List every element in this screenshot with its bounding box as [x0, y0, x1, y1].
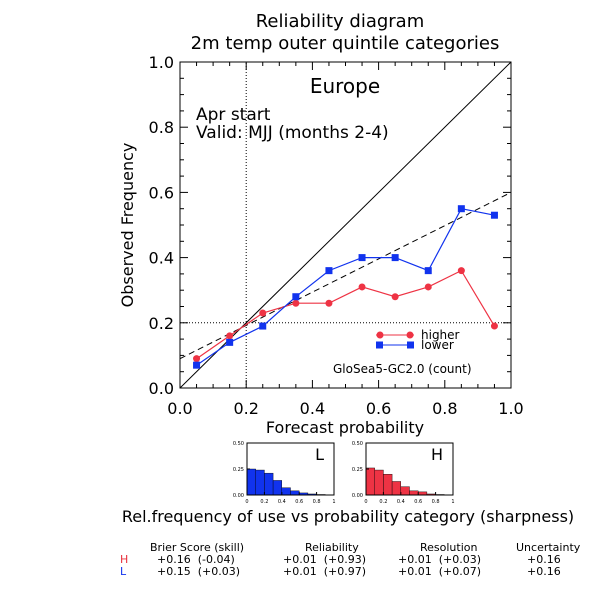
sharpness-bar-H [400, 486, 410, 496]
sharpness-bar-H [365, 467, 375, 496]
point-lower [292, 293, 300, 301]
histogram-x-tick-label: 0.2 [260, 499, 268, 505]
y-tick-label: 1.0 [149, 53, 174, 72]
x-axis-ticks [179, 62, 512, 388]
chart-title-line2: 2m temp outer quintile categories [191, 33, 500, 54]
x-tick-label: 1.0 [498, 399, 523, 418]
sharpness-bar-L [246, 468, 256, 496]
sharpness-bar-H [383, 474, 393, 496]
legend-label-lower: lower [421, 338, 454, 352]
point-higher [457, 267, 465, 275]
legend-label-higher: higher [421, 328, 460, 342]
histogram-x-tick-label: 0.8 [432, 499, 440, 505]
x-tick-label: 0.4 [300, 399, 325, 418]
main-plot: 0.0 0.2 0.4 0.6 0.8 1.0 0.0 0.2 0.4 0.6 0.8 1.0 Eu… [118, 53, 524, 437]
point-lower [259, 322, 267, 330]
y-tick-label: 0.2 [149, 314, 174, 333]
point-higher [424, 283, 432, 291]
point-lower [358, 254, 366, 262]
y-tick-label: 0.6 [149, 183, 174, 202]
y-axis-tick-labels: 0.0 0.2 0.4 0.6 0.8 1.0 [149, 53, 174, 398]
histogram-x-tick-label: 0 [245, 499, 248, 505]
region-label: Europe [310, 74, 380, 98]
no-skill-dashed-line [179, 191, 512, 360]
sharpness-bar-H [391, 481, 402, 496]
model-label: GloSea5-GC2.0 (count) [333, 362, 472, 376]
histogram-label: H [431, 445, 443, 464]
point-higher [259, 309, 267, 317]
point-lower [391, 254, 399, 262]
histogram-x-tick-label: 0.2 [379, 499, 387, 505]
sharpness-bar-H [409, 490, 419, 496]
legend: higher lower [376, 328, 460, 352]
series-line-higher [196, 269, 495, 360]
sharpness-bar-H [374, 469, 384, 496]
series-lines [193, 205, 498, 369]
point-lower [226, 338, 234, 346]
start-label: Apr start [196, 105, 271, 125]
point-higher [391, 293, 399, 301]
point-lower [325, 267, 333, 275]
legend-marker-higher [376, 331, 384, 339]
y-tick-label: 0.4 [149, 249, 174, 268]
sharpness-histogram-lower: 0.00 0.25 0.50 0 0.2 0.4 0.6 0.8 1 L [233, 441, 336, 505]
y-tick-label: 0.0 [149, 379, 174, 398]
sharpness-bar-L [290, 490, 300, 496]
point-lower [490, 211, 498, 219]
sharpness-bar-L [264, 472, 274, 496]
legend-marker-higher [406, 331, 414, 339]
x-axis-tick-labels: 0.0 0.2 0.4 0.6 0.8 1.0 [167, 399, 523, 418]
series-line-lower [196, 208, 495, 366]
point-higher [193, 355, 201, 363]
valid-label: Valid: MJJ (months 2-4) [196, 123, 389, 143]
x-tick-label: 0.6 [366, 399, 391, 418]
y-axis-label: Observed Frequency [118, 143, 137, 308]
legend-marker-lower [407, 341, 414, 349]
histogram-y-tick-label: 0.00 [352, 493, 363, 499]
point-higher [292, 299, 300, 307]
histogram-x-tick-label: 1 [451, 499, 454, 505]
perfect-reliability-diagonal [179, 61, 512, 389]
point-lower [193, 361, 201, 369]
histogram-x-tick-label: 0 [364, 499, 367, 505]
histogram-x-tick-label: 0.8 [313, 499, 321, 505]
histogram-x-tick-label: 0.6 [414, 499, 422, 505]
histogram-y-tick-label: 0.50 [233, 441, 244, 447]
histogram-y-tick-label: 0.00 [233, 493, 244, 499]
histogram-x-tick-label: 1 [332, 499, 335, 505]
x-tick-label: 0.0 [167, 399, 192, 418]
x-tick-label: 0.8 [432, 399, 457, 418]
point-higher [226, 332, 234, 340]
legend-marker-lower [376, 341, 383, 349]
sharpness-histogram-higher: 0.00 0.25 0.50 0 0.2 0.4 0.6 0.8 1 H [352, 441, 455, 505]
x-tick-label: 0.2 [233, 399, 258, 418]
histogram-y-tick-label: 0.25 [352, 467, 363, 473]
point-higher [358, 283, 366, 291]
histogram-label: L [315, 445, 324, 464]
histogram-x-tick-label: 0.4 [278, 499, 286, 505]
sharpness-bar-L [281, 487, 291, 496]
chart-title-line1: Reliability diagram [256, 11, 425, 32]
sharpness-caption: Rel.frequency of use vs probability cate… [122, 507, 574, 526]
point-lower [424, 267, 432, 275]
histogram-y-tick-label: 0.50 [352, 441, 363, 447]
x-axis-label: Forecast probability [266, 418, 424, 437]
histogram-x-tick-label: 0.6 [295, 499, 303, 505]
histogram-x-tick-label: 0.4 [397, 499, 405, 505]
sharpness-bar-L [255, 469, 265, 496]
y-axis-ticks [180, 61, 511, 389]
histogram-y-tick-label: 0.25 [233, 467, 244, 473]
y-tick-label: 0.8 [149, 118, 174, 137]
point-higher [325, 299, 333, 307]
point-lower [457, 205, 465, 213]
sharpness-bar-L [272, 480, 283, 496]
point-higher [490, 322, 498, 330]
